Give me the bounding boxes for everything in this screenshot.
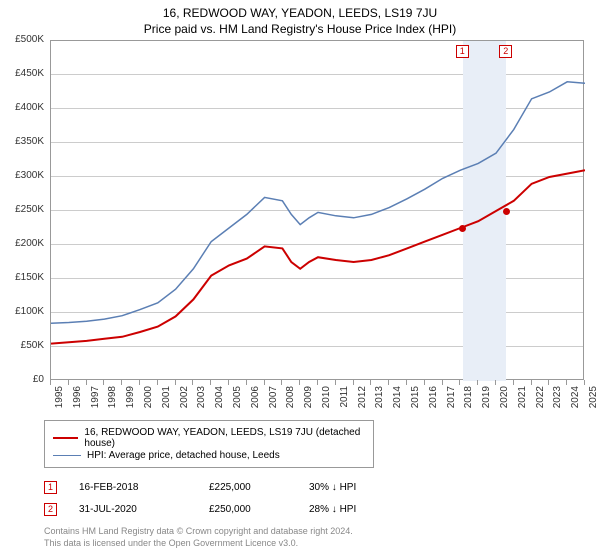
- sale-row-marker: 1: [44, 481, 57, 494]
- sales-table: 1 16-FEB-2018£225,00030% ↓ HPI 2 31-JUL-202…: [44, 478, 600, 518]
- x-axis-label: 2023: [552, 386, 563, 416]
- x-axis-label: 2003: [196, 386, 207, 416]
- sale-row: 1 16-FEB-2018£225,00030% ↓ HPI: [44, 478, 600, 496]
- sale-dot-1: [459, 225, 466, 232]
- y-axis-label: £500K: [2, 34, 44, 45]
- footer-line1: Contains HM Land Registry data © Crown c…: [44, 526, 600, 538]
- legend-item: HPI: Average price, detached house, Leed…: [53, 450, 365, 461]
- y-axis-label: £250K: [2, 204, 44, 215]
- sale-date: 31-JUL-2020: [79, 504, 209, 515]
- y-axis-label: £50K: [2, 340, 44, 351]
- sale-marker-1: 1: [456, 45, 469, 58]
- chart-container: 16, REDWOOD WAY, YEADON, LEEDS, LS19 7JU…: [0, 0, 600, 560]
- x-axis-label: 2002: [179, 386, 190, 416]
- series-hpi: [51, 82, 585, 323]
- x-axis-label: 2013: [374, 386, 385, 416]
- y-axis-label: £450K: [2, 68, 44, 79]
- sale-marker-2: 2: [499, 45, 512, 58]
- x-axis-label: 2007: [268, 386, 279, 416]
- plot-region: 12: [50, 40, 584, 380]
- y-axis-label: £100K: [2, 306, 44, 317]
- y-axis-label: £350K: [2, 136, 44, 147]
- x-axis-label: 1996: [72, 386, 83, 416]
- x-axis-label: 1997: [90, 386, 101, 416]
- x-axis-label: 2022: [535, 386, 546, 416]
- chart-area: £0£50K£100K£150K£200K£250K£300K£350K£400…: [36, 40, 596, 410]
- y-axis-label: £0: [2, 374, 44, 385]
- x-axis-label: 2025: [588, 386, 599, 416]
- x-axis-label: 2017: [446, 386, 457, 416]
- sale-diff: 28% ↓ HPI: [309, 504, 399, 515]
- legend-label: 16, REDWOOD WAY, YEADON, LEEDS, LS19 7JU…: [84, 427, 365, 449]
- x-axis-label: 2008: [285, 386, 296, 416]
- x-axis-label: 2015: [410, 386, 421, 416]
- x-axis-label: 2004: [214, 386, 225, 416]
- x-axis-label: 2010: [321, 386, 332, 416]
- sale-row-marker: 2: [44, 503, 57, 516]
- legend: 16, REDWOOD WAY, YEADON, LEEDS, LS19 7JU…: [44, 420, 374, 468]
- legend-swatch: [53, 437, 78, 439]
- legend-swatch: [53, 455, 81, 457]
- x-axis-label: 2005: [232, 386, 243, 416]
- x-axis-label: 2011: [339, 386, 350, 416]
- x-axis-label: 2019: [481, 386, 492, 416]
- x-axis-label: 2006: [250, 386, 261, 416]
- x-axis-label: 1995: [54, 386, 65, 416]
- x-axis-label: 2014: [392, 386, 403, 416]
- legend-item: 16, REDWOOD WAY, YEADON, LEEDS, LS19 7JU…: [53, 427, 365, 449]
- x-axis-label: 2021: [517, 386, 528, 416]
- x-axis-label: 2001: [161, 386, 172, 416]
- sale-dot-2: [503, 208, 510, 215]
- x-axis-label: 2016: [428, 386, 439, 416]
- chart-title: 16, REDWOOD WAY, YEADON, LEEDS, LS19 7JU: [0, 0, 600, 20]
- sale-price: £225,000: [209, 482, 309, 493]
- chart-subtitle: Price paid vs. HM Land Registry's House …: [0, 20, 600, 40]
- x-axis-label: 2020: [499, 386, 510, 416]
- y-axis-label: £300K: [2, 170, 44, 181]
- sale-date: 16-FEB-2018: [79, 482, 209, 493]
- y-axis-label: £200K: [2, 238, 44, 249]
- sale-diff: 30% ↓ HPI: [309, 482, 399, 493]
- x-axis-label: 2009: [303, 386, 314, 416]
- footer: Contains HM Land Registry data © Crown c…: [44, 526, 600, 549]
- sale-row: 2 31-JUL-2020£250,00028% ↓ HPI: [44, 500, 600, 518]
- series-price_paid: [51, 170, 585, 343]
- y-axis-label: £150K: [2, 272, 44, 283]
- x-axis-label: 2012: [357, 386, 368, 416]
- footer-line2: This data is licensed under the Open Gov…: [44, 538, 600, 550]
- x-axis-label: 1998: [107, 386, 118, 416]
- y-axis-label: £400K: [2, 102, 44, 113]
- x-axis-label: 2024: [570, 386, 581, 416]
- x-axis-label: 2018: [463, 386, 474, 416]
- legend-label: HPI: Average price, detached house, Leed…: [87, 450, 280, 461]
- x-axis-label: 1999: [125, 386, 136, 416]
- sale-price: £250,000: [209, 504, 309, 515]
- x-axis-label: 2000: [143, 386, 154, 416]
